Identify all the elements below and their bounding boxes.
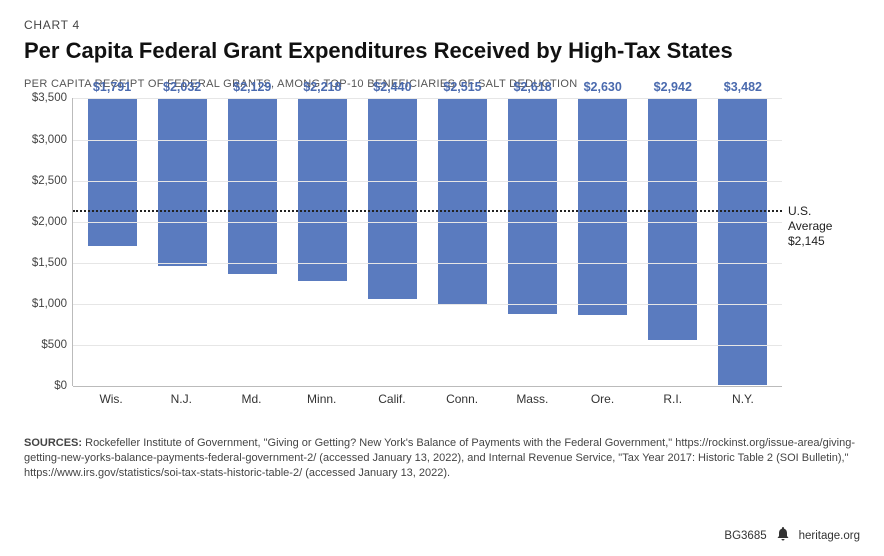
avg-label-line: Average <box>788 219 858 234</box>
bar-value-label: $2,440 <box>373 80 411 94</box>
grid-line <box>73 345 782 346</box>
chart-number-label: CHART 4 <box>24 18 860 32</box>
bar: $2,618 <box>508 98 557 313</box>
chart-title: Per Capita Federal Grant Expenditures Re… <box>24 38 860 64</box>
bar-slot: $2,942 <box>638 98 708 386</box>
x-tick-label: Md. <box>216 386 286 408</box>
bar-value-label: $2,515 <box>443 80 481 94</box>
y-tick-label: $1,500 <box>21 257 67 269</box>
sources-text: SOURCES: Rockefeller Institute of Govern… <box>24 436 860 481</box>
x-tick-label: R.I. <box>638 386 708 408</box>
y-tick-label: $2,500 <box>21 175 67 187</box>
grid-line <box>73 181 782 182</box>
bar-slot: $2,129 <box>217 98 287 386</box>
bar-slot: $2,630 <box>568 98 638 386</box>
avg-label-line: U.S. <box>788 204 858 219</box>
grid-line <box>73 140 782 141</box>
bar: $2,630 <box>578 98 627 314</box>
bar: $2,515 <box>438 98 487 305</box>
x-tick-label: N.J. <box>146 386 216 408</box>
grid-line <box>73 222 782 223</box>
chart-area: $1,791 $2,032 $2,129 $2,218 $2,440 $2,515 $2,6… <box>72 98 782 408</box>
x-axis-labels: Wis.N.J.Md.Minn.Calif.Conn.Mass.Ore.R.I.… <box>72 386 782 408</box>
us-average-line: U.S.Average$2,145 <box>73 210 782 212</box>
grid-line <box>73 98 782 99</box>
bar-value-label: $2,032 <box>163 80 201 94</box>
bar: $2,129 <box>228 98 277 273</box>
footer-site: heritage.org <box>799 530 860 542</box>
us-average-label: U.S.Average$2,145 <box>788 204 858 249</box>
y-tick-label: $3,000 <box>21 134 67 146</box>
x-tick-label: Calif. <box>357 386 427 408</box>
bar-slot: $2,218 <box>287 98 357 386</box>
y-tick-label: $500 <box>21 339 67 351</box>
x-tick-label: Conn. <box>427 386 497 408</box>
bar-slot: $2,032 <box>147 98 217 386</box>
x-tick-label: N.Y. <box>708 386 778 408</box>
x-tick-label: Wis. <box>76 386 146 408</box>
grid-line <box>73 263 782 264</box>
bar-slot: $2,515 <box>427 98 497 386</box>
bar-value-label: $2,942 <box>654 80 692 94</box>
bar-value-label: $2,129 <box>233 80 271 94</box>
x-tick-label: Mass. <box>497 386 567 408</box>
y-tick-label: $2,000 <box>21 216 67 228</box>
x-tick-label: Ore. <box>567 386 637 408</box>
avg-label-line: $2,145 <box>788 234 858 249</box>
bar-slot: $3,482 <box>708 98 778 386</box>
bar-value-label: $2,618 <box>513 80 551 94</box>
y-tick-label: $3,500 <box>21 92 67 104</box>
plot-region: $1,791 $2,032 $2,129 $2,218 $2,440 $2,515 $2,6… <box>72 98 782 386</box>
y-tick-label: $0 <box>21 380 67 392</box>
y-tick-label: $1,000 <box>21 298 67 310</box>
bar: $3,482 <box>718 98 767 385</box>
bar-value-label: $3,482 <box>724 80 762 94</box>
grid-line <box>73 304 782 305</box>
bar-slot: $2,440 <box>357 98 427 386</box>
x-tick-label: Minn. <box>287 386 357 408</box>
bar: $2,440 <box>368 98 417 299</box>
bar-value-label: $2,630 <box>584 80 622 94</box>
bar-slot: $2,618 <box>498 98 568 386</box>
bar: $1,791 <box>88 98 137 245</box>
footer: BG3685 heritage.org <box>724 527 860 544</box>
sources-lead: SOURCES: <box>24 437 82 449</box>
bar: $2,218 <box>298 98 347 281</box>
sources-body: Rockefeller Institute of Government, "Gi… <box>24 437 855 479</box>
bar: $2,032 <box>158 98 207 265</box>
bar-value-label: $1,791 <box>93 80 131 94</box>
bars-container: $1,791 $2,032 $2,129 $2,218 $2,440 $2,515 $2,6… <box>73 98 782 386</box>
bar-slot: $1,791 <box>77 98 147 386</box>
bar-value-label: $2,218 <box>303 80 341 94</box>
footer-code: BG3685 <box>724 530 766 542</box>
bell-icon <box>777 527 789 544</box>
